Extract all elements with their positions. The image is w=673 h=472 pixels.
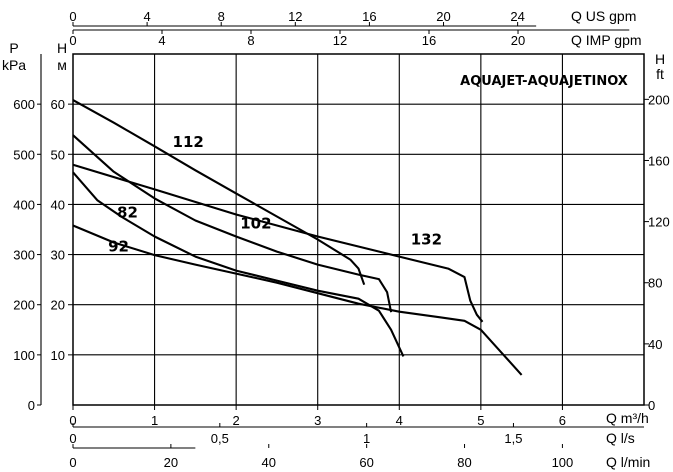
x-tick-label: 4 [396,413,403,428]
curve-92 [72,224,523,376]
top-us-axis-tick-label: 4 [143,9,150,24]
right-ft-axis-label-line: ft [656,66,664,82]
ft-tick-label: 200 [648,92,670,107]
y-tick-label: 30 [51,248,65,263]
kpa-tick-label: 0 [28,398,35,413]
kpa-tick-label: 300 [13,248,35,263]
bottom-lmin-axis-label: Q l/min [606,454,650,470]
y-tick-label: 60 [51,97,65,112]
y-axis-label-line: м [57,57,67,73]
bottom-lmin-axis-tick-label: 100 [552,455,574,470]
curve-label-112: 112 [173,133,204,151]
top-us-axis-tick-label: 20 [436,9,450,24]
top-imp-axis-tick-label: 12 [333,33,347,48]
top-us-axis-tick-label: 24 [510,9,524,24]
curve-82 [72,171,405,357]
top-imp-axis-tick-label: 20 [511,33,525,48]
top-imp-axis-tick-label: 0 [69,33,76,48]
top-us-axis-tick-label: 12 [288,9,302,24]
bottom-lmin-axis-tick-label: 60 [359,455,373,470]
pressure-axis-label-line: kPa [2,57,26,73]
bottom-lmin-axis-tick-label: 40 [262,455,276,470]
kpa-tick-label: 600 [13,97,35,112]
bottom-ls-axis-tick-label: 1 [363,431,370,446]
curve-label-102: 102 [240,214,271,232]
y-tick-label: 10 [51,348,65,363]
top-imp-axis-label: Q IMP gpm [571,32,642,48]
kpa-tick-label: 500 [13,147,35,162]
curve-132 [72,163,484,323]
kpa-tick-label: 100 [13,348,35,363]
plot-frame [72,53,645,406]
right-ft-axis-label-line: H [655,51,665,67]
top-us-axis-label: Q US gpm [571,8,636,24]
curve-102 [72,134,393,313]
ft-tick-label: 160 [648,153,670,168]
bottom-ls-axis-tick-label: 0 [69,431,76,446]
y-tick-label: 20 [51,298,65,313]
bottom-ls-axis-tick-label: 1,5 [504,431,522,446]
x-tick-label: 5 [477,413,484,428]
top-us-axis-tick-label: 16 [362,9,376,24]
pressure-axis-label-line: P [9,40,18,56]
top-imp-axis-tick-label: 4 [158,33,165,48]
ft-tick-label: 40 [648,337,662,352]
x-tick-label: 6 [559,413,566,428]
curve-label-82: 82 [117,203,138,221]
curve-label-132: 132 [411,231,442,249]
x-axis-label: Q m³/h [606,410,649,426]
y-tick-label: 50 [51,147,65,162]
curve-112 [72,99,366,286]
x-tick-label: 1 [151,413,158,428]
top-us-axis-tick-label: 0 [69,9,76,24]
curves-group: 112 102 82 92 132 [72,99,523,376]
kpa-tick-label: 400 [13,197,35,212]
bottom-lmin-axis-tick-label: 80 [457,455,471,470]
ft-tick-label: 120 [648,215,670,230]
top-imp-axis-tick-label: 16 [422,33,436,48]
plot-grid [72,53,645,406]
curve-label-92: 92 [108,238,129,256]
chart-title: AQUAJET-AQUAJETINOX [460,74,628,89]
bottom-ls-axis-label: Q l/s [606,430,635,446]
x-tick-label: 0 [69,413,76,428]
ft-tick-label: 0 [648,398,655,413]
x-tick-label: 3 [314,413,321,428]
y-axis-label-line: H [57,40,67,56]
bottom-lmin-axis-tick-label: 0 [69,455,76,470]
top-us-axis-tick-label: 8 [218,9,225,24]
kpa-tick-label: 200 [13,298,35,313]
bottom-lmin-axis-tick-label: 20 [164,455,178,470]
bottom-ls-axis-tick-label: 0,5 [211,431,229,446]
ft-tick-label: 80 [648,276,662,291]
top-imp-axis-tick-label: 8 [247,33,254,48]
x-tick-label: 2 [233,413,240,428]
y-tick-label: 40 [51,197,65,212]
